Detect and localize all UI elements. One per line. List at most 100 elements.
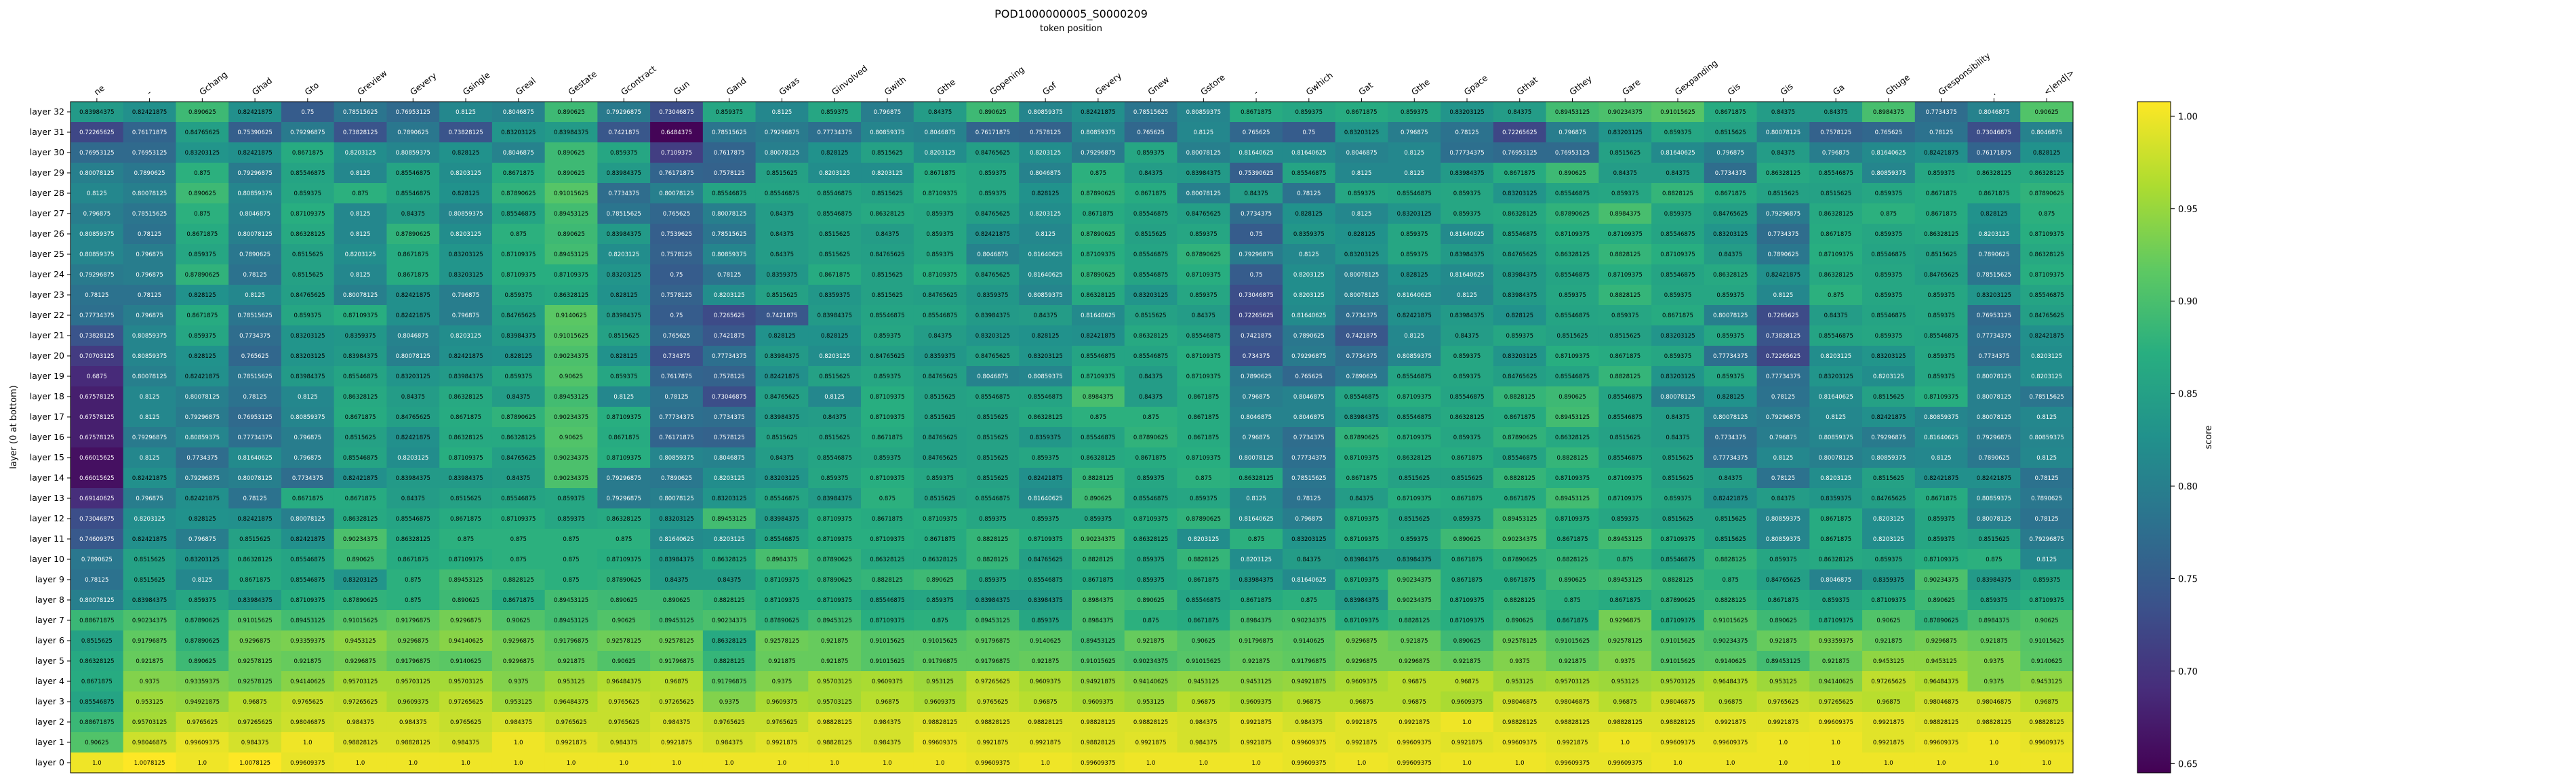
cell-value-label: 0.859375 (1190, 292, 1217, 299)
cell-value-label: 0.84765625 (1713, 211, 1748, 218)
cell-value-label: 0.83984375 (817, 313, 851, 319)
cell-value-label: 0.85546875 (396, 190, 430, 197)
cell-value-label: 0.859375 (1664, 211, 1692, 218)
heatmap-cell (491, 102, 546, 123)
cell-value-label: 0.953125 (1137, 699, 1165, 706)
cell-value-label: 0.7734375 (239, 333, 270, 340)
heatmap-cell (913, 142, 967, 163)
heatmap-cell (755, 224, 809, 245)
heatmap-cell (1388, 163, 1441, 184)
colorbar-tick-label: 0.85 (2178, 390, 2198, 400)
cell-value-label: 0.9140625 (2031, 658, 2062, 665)
heatmap-cell (1388, 285, 1441, 306)
cell-value-label: 0.83203125 (396, 374, 430, 380)
heatmap-cell (228, 122, 282, 143)
heatmap-cell (1388, 305, 1441, 326)
cell-value-label: 0.87109375 (607, 414, 641, 421)
cell-value-label: 0.85546875 (817, 190, 851, 197)
cell-value-label: 0.90234375 (132, 618, 167, 624)
cell-value-label: 0.859375 (1716, 292, 1744, 299)
cell-value-label: 0.8984375 (1609, 211, 1641, 218)
heatmap-cell (334, 346, 388, 367)
heatmap-cell (913, 244, 967, 265)
cell-value-label: 0.8125 (772, 109, 792, 116)
cell-value-label: 0.8125 (1404, 150, 1424, 157)
cell-value-label: 0.8671875 (1188, 394, 1219, 401)
heatmap-cell (71, 285, 124, 306)
cell-value-label: 0.98828125 (2029, 719, 2064, 726)
cell-value-label: 0.86328125 (1555, 252, 1590, 258)
cell-value-label: 0.83984375 (765, 516, 799, 523)
cell-value-label: 0.9609375 (397, 699, 428, 706)
cell-value-label: 0.79296875 (607, 475, 641, 482)
heatmap-cell (1282, 244, 1336, 265)
cell-value-label: 0.85546875 (870, 597, 904, 604)
cell-value-label: 0.921875 (768, 658, 796, 665)
heatmap-cell (808, 224, 862, 245)
heatmap-cell (1493, 285, 1547, 306)
cell-value-label: 0.828125 (1032, 333, 1060, 340)
cell-value-label: 0.875 (1090, 414, 1106, 421)
cell-value-label: 0.828125 (1980, 211, 2008, 218)
y-tick-label: layer 12 (30, 513, 64, 523)
cell-value-label: 0.80078125 (1977, 516, 2011, 523)
cell-value-label: 0.88671875 (79, 719, 114, 726)
cell-value-label: 0.91796875 (396, 618, 430, 624)
cell-value-label: 0.8046875 (1293, 414, 1325, 421)
cell-value-label: 0.8515625 (766, 292, 797, 299)
cell-value-label: 0.77734375 (79, 313, 114, 319)
cell-value-label: 0.9453125 (1873, 658, 1904, 665)
cell-value-label: 0.98828125 (1977, 719, 2011, 726)
cell-value-label: 0.859375 (1875, 190, 1903, 197)
cell-value-label: 0.7734375 (186, 455, 218, 462)
cell-value-label: 0.8671875 (1926, 211, 1957, 218)
cell-value-label: 0.95703125 (448, 679, 483, 685)
cell-value-label: 0.98828125 (1555, 719, 1590, 726)
heatmap-cell (1335, 244, 1389, 265)
cell-value-label: 0.828125 (504, 353, 532, 360)
heatmap-cell (1441, 264, 1494, 285)
cell-value-label: 0.78125 (138, 231, 161, 238)
cell-value-label: 0.859375 (1927, 170, 1955, 177)
cell-value-label: 0.80859375 (448, 211, 483, 218)
cell-value-label: 0.87109375 (1344, 577, 1379, 584)
cell-value-label: 0.765625 (241, 353, 269, 360)
heatmap-cell (1282, 325, 1336, 346)
cell-value-label: 0.8671875 (1978, 190, 2009, 197)
cell-value-label: 0.9921875 (1030, 740, 1061, 746)
cell-value-label: 0.85546875 (1818, 333, 1853, 340)
heatmap-cell (123, 346, 177, 367)
cell-value-label: 0.953125 (1769, 679, 1797, 685)
heatmap-cell (1704, 224, 1758, 245)
cell-value-label: 0.796875 (136, 252, 163, 258)
cell-value-label: 0.7890625 (1346, 374, 1377, 380)
heatmap-cell (808, 346, 862, 367)
cell-value-label: 0.78515625 (237, 374, 272, 380)
cell-value-label: 0.7578125 (714, 170, 745, 177)
heatmap-cell (1704, 203, 1758, 224)
cell-value-label: 0.87890625 (185, 618, 220, 624)
heatmap-cell (544, 346, 598, 367)
cell-value-label: 0.8046875 (1241, 414, 1272, 421)
x-tick-label: Gopening (988, 64, 1026, 97)
cell-value-label: 0.84765625 (870, 252, 904, 258)
cell-value-label: 0.80859375 (1028, 374, 1062, 380)
cell-value-label: 0.9140625 (1030, 638, 1061, 645)
cell-value-label: 0.796875 (874, 109, 902, 116)
cell-value-label: 0.8515625 (1135, 313, 1167, 319)
cell-value-label: 0.80078125 (765, 150, 799, 157)
heatmap-cell (650, 122, 704, 143)
cell-value-label: 0.8671875 (1451, 455, 1483, 462)
cell-value-label: 0.97265625 (975, 679, 1010, 685)
cell-value-label: 0.859375 (1980, 597, 2008, 604)
heatmap-cell (1072, 122, 1125, 143)
heatmap-cell (650, 224, 704, 245)
cell-value-label: 0.87109375 (2029, 597, 2064, 604)
x-tick-labels: ne - Gchang Ghad Gto Greview Gevery Gsingle Grea… (92, 50, 2076, 102)
cell-value-label: 0.87109375 (870, 475, 904, 482)
heatmap-cell (1072, 102, 1125, 123)
cell-value-label: 0.78125 (664, 394, 688, 401)
cell-value-label: 0.89453125 (1766, 658, 1800, 665)
heatmap-cell (1388, 183, 1441, 204)
x-tick-label: Gis (1778, 81, 1795, 97)
